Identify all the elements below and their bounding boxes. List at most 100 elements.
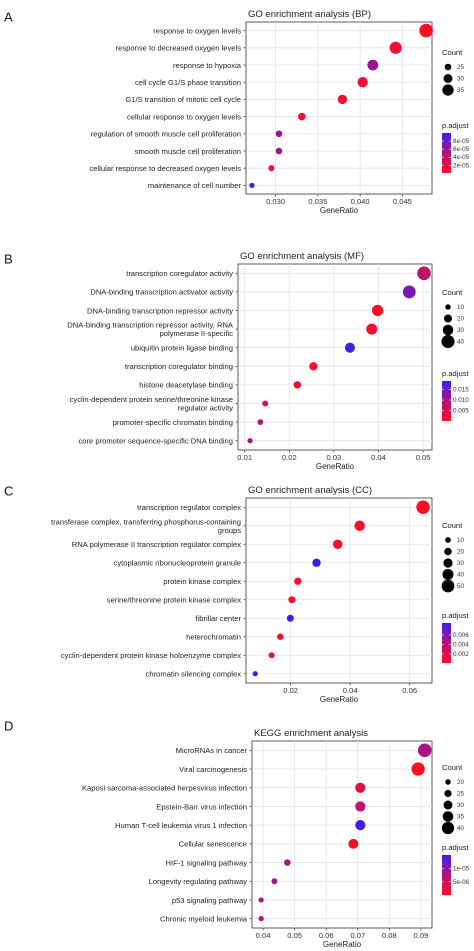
plot-area (237, 263, 433, 451)
x-axis-label: GeneRatio (316, 462, 355, 471)
y-tick-label: MicroRNAs in cancer (176, 746, 248, 755)
data-point (275, 147, 283, 155)
y-tick-label: Longevity regulating pathway (149, 877, 248, 886)
x-tick-label: 0.08 (382, 931, 397, 940)
size-legend-key (444, 314, 452, 323)
data-point (268, 652, 275, 659)
size-legend-label: 10 (457, 537, 465, 544)
data-point (332, 539, 343, 549)
size-legend-label: 30 (457, 802, 465, 809)
y-tick-label: DNA-binding transcription activator acti… (90, 288, 233, 297)
y-tick-label: cyclin-dependent protein serine/threonin… (70, 395, 234, 413)
size-legend-title: Count (442, 521, 463, 530)
color-legend-label: 6e-05 (453, 146, 470, 153)
size-legend-key (444, 63, 452, 71)
y-tick-label: p53 signaling pathway (172, 896, 247, 905)
size-legend-label: 25 (457, 64, 465, 71)
data-point (355, 801, 366, 812)
size-legend-label: 10 (457, 304, 465, 311)
size-legend-label: 50 (457, 583, 465, 590)
data-point (402, 285, 416, 299)
data-point (257, 419, 264, 425)
y-tick-label: response to oxygen levels (153, 26, 241, 35)
color-legend-label: 0.006 (453, 632, 469, 639)
data-point (294, 577, 302, 585)
data-point (417, 743, 432, 758)
color-legend-label: 2e-05 (453, 162, 470, 169)
data-point (355, 782, 366, 793)
data-point (371, 304, 384, 317)
data-point (247, 438, 253, 444)
color-legend-label: 1e-05 (453, 865, 470, 872)
data-point (411, 762, 425, 776)
data-point (258, 916, 264, 922)
x-axis-label: GeneRatio (320, 695, 359, 704)
chart-title: GO enrichment analysis (MF) (240, 251, 364, 262)
color-legend-label: 5e-06 (453, 879, 470, 886)
y-tick-label: heterochromatin (186, 633, 241, 642)
size-legend-key (441, 334, 455, 349)
data-point (309, 362, 318, 371)
data-point (312, 558, 321, 567)
x-tick-label: 0.030 (266, 197, 285, 206)
color-legend-title: p.adjust (442, 369, 469, 378)
data-point (271, 878, 278, 885)
data-point (258, 897, 264, 903)
color-legend-label: 0.002 (453, 651, 469, 658)
data-point (355, 820, 366, 831)
size-legend-key (442, 84, 454, 96)
x-tick-label: 0.01 (237, 453, 252, 462)
color-legend-bar (442, 623, 451, 663)
size-legend-label: 40 (457, 572, 465, 579)
color-legend-bar (442, 855, 451, 895)
y-tick-label: histone deacetylase binding (139, 381, 233, 390)
size-legend-label: 40 (457, 339, 465, 346)
x-tick-label: 0.04 (256, 931, 271, 940)
y-tick-label: DNA-binding transcription repressor acti… (67, 321, 234, 339)
panel-d: D KEGG enrichment analysis MicroRNAs in ca… (4, 719, 470, 949)
y-tick-label: Epstein-Barr virus infection (156, 802, 247, 811)
size-legend-title: Count (442, 48, 463, 57)
x-tick-label: 0.045 (393, 197, 412, 206)
data-point (277, 633, 284, 640)
y-tick-label: cellular response to oxygen levels (127, 112, 241, 121)
data-point (367, 59, 379, 71)
y-tick-label: transcription regulator complex (137, 503, 241, 512)
size-legend-key (443, 74, 453, 83)
x-tick-label: 0.03 (326, 453, 341, 462)
color-legend-label: 0.005 (453, 408, 469, 415)
y-tick-label: Kaposi sarcoma-associated herpesvirus in… (82, 784, 247, 793)
size-legend-key (445, 304, 451, 310)
panel-letter: B (4, 252, 13, 267)
x-tick-label: 0.035 (308, 197, 327, 206)
x-tick-label: 0.04 (343, 686, 358, 695)
data-point (417, 266, 431, 281)
y-tick-label: cyclin-dependent protein kinase holoenzy… (61, 651, 241, 660)
x-tick-label: 0.05 (287, 931, 302, 940)
data-point (366, 323, 378, 335)
y-tick-label: Chronic myeloid leukemia (160, 914, 248, 923)
chart-title: GO enrichment analysis (CC) (248, 485, 372, 496)
data-point (298, 112, 306, 121)
y-tick-label: ubiquitin protein ligase binding (131, 344, 233, 353)
y-tick-label: cytoplasmic ribonucleoprotein granule (114, 559, 241, 568)
y-tick-label: promoter-specific chromatin binding (113, 418, 233, 427)
size-legend-title: Count (442, 763, 463, 772)
size-legend-key (445, 779, 451, 785)
x-tick-label: 0.09 (414, 931, 429, 940)
data-point (284, 859, 291, 866)
data-point (419, 23, 433, 38)
data-point (389, 41, 402, 54)
x-axis-label: GeneRatio (323, 940, 362, 949)
color-legend-label: 0.015 (453, 386, 469, 393)
y-tick-label: Viral carcinogenesis (179, 765, 247, 774)
x-tick-label: 0.06 (402, 686, 417, 695)
color-legend-label: 4e-05 (453, 154, 470, 161)
data-point (354, 520, 365, 531)
y-tick-label: response to hypoxia (173, 61, 242, 70)
data-point (337, 94, 348, 105)
y-tick-label: transcription coregulator activity (126, 269, 233, 278)
size-legend-label: 30 (457, 76, 465, 83)
size-legend-label: 20 (457, 779, 465, 786)
color-legend-label: 8e-05 (453, 138, 470, 145)
